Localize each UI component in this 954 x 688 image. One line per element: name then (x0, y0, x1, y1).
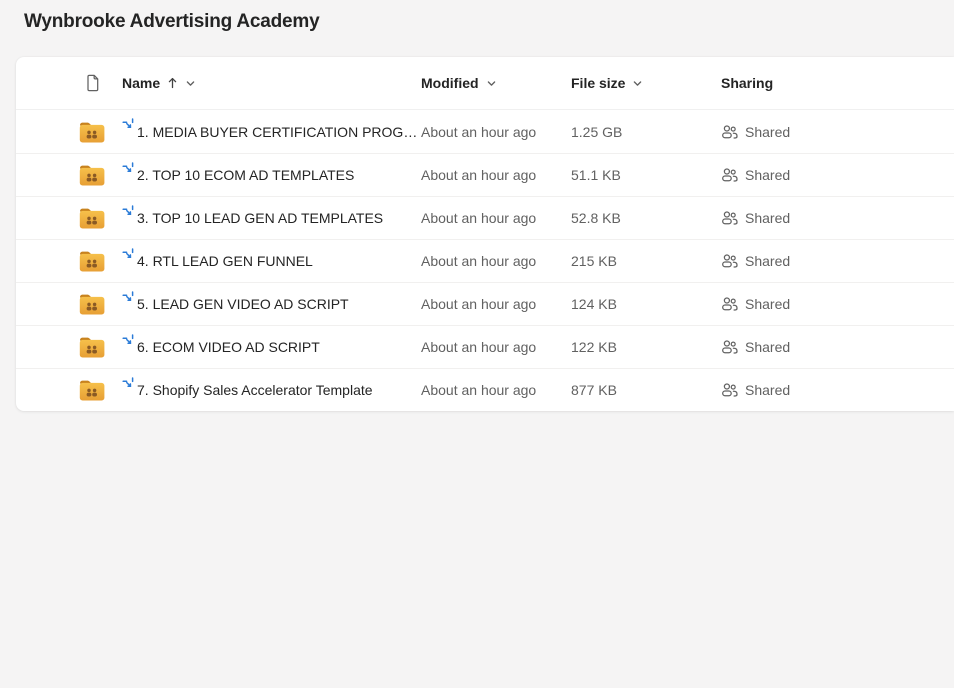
new-item-spark-icon (122, 204, 135, 218)
file-list-card: Name Modified File size (16, 57, 954, 411)
column-header-file-type[interactable] (16, 74, 122, 92)
column-header-file-size[interactable]: File size (571, 75, 721, 91)
chevron-down-icon (185, 78, 196, 89)
modified-cell: About an hour ago (421, 339, 537, 355)
file-name-cell[interactable]: 5. LEAD GEN VIDEO AD SCRIPT (122, 290, 421, 312)
file-name-link[interactable]: 6. ECOM VIDEO AD SCRIPT (137, 339, 320, 355)
file-name-link[interactable]: 1. MEDIA BUYER CERTIFICATION PROGRAM (137, 123, 421, 140)
table-row[interactable]: 3. TOP 10 LEAD GEN AD TEMPLATES About an… (16, 196, 954, 239)
shared-folder-icon (78, 335, 106, 359)
table-row[interactable]: 4. RTL LEAD GEN FUNNEL About an hour ago… (16, 239, 954, 282)
column-header-file-size-label: File size (571, 75, 626, 91)
column-header-modified-label: Modified (421, 75, 479, 91)
sharing-cell[interactable]: Shared (721, 296, 954, 312)
sharing-status-label: Shared (745, 382, 791, 398)
sharing-cell[interactable]: Shared (721, 124, 954, 140)
table-row[interactable]: 2. TOP 10 ECOM AD TEMPLATES About an hou… (16, 153, 954, 196)
column-header-sharing-label: Sharing (721, 75, 774, 91)
modified-cell: About an hour ago (421, 253, 537, 269)
column-header-name[interactable]: Name (122, 75, 421, 91)
modified-cell: About an hour ago (421, 296, 537, 312)
table-row[interactable]: 5. LEAD GEN VIDEO AD SCRIPT About an hou… (16, 282, 954, 325)
file-name-cell[interactable]: 7. Shopify Sales Accelerator Template (122, 376, 421, 398)
shared-folder-icon (78, 120, 106, 144)
chevron-down-icon (632, 78, 643, 89)
row-icon-cell (16, 335, 122, 359)
people-icon (721, 296, 738, 312)
sharing-status-label: Shared (745, 210, 791, 226)
modified-cell: About an hour ago (421, 167, 537, 183)
file-size-cell: 215 KB (571, 253, 617, 269)
shared-folder-icon (78, 378, 106, 402)
column-header-name-label: Name (122, 75, 161, 91)
row-icon-cell (16, 292, 122, 316)
new-item-spark-icon (122, 118, 135, 131)
file-size-cell: 1.25 GB (571, 123, 623, 140)
file-name-cell[interactable]: 6. ECOM VIDEO AD SCRIPT (122, 333, 421, 355)
chevron-down-icon (486, 78, 497, 89)
column-header-modified[interactable]: Modified (421, 75, 571, 91)
file-name-link[interactable]: 2. TOP 10 ECOM AD TEMPLATES (137, 167, 355, 183)
sharing-status-label: Shared (745, 253, 791, 269)
people-icon (721, 167, 738, 183)
new-item-spark-icon (122, 161, 135, 175)
shared-folder-icon (78, 249, 106, 273)
row-icon-cell (16, 163, 122, 187)
new-item-spark-icon (122, 290, 135, 304)
sharing-cell[interactable]: Shared (721, 382, 954, 398)
new-item-spark-icon (122, 376, 135, 390)
modified-cell: About an hour ago (421, 382, 537, 398)
file-name-link[interactable]: 7. Shopify Sales Accelerator Template (137, 382, 373, 398)
row-icon-cell (16, 249, 122, 273)
sharing-cell[interactable]: Shared (721, 253, 954, 269)
sharing-cell[interactable]: Shared (721, 210, 954, 226)
file-size-cell: 877 KB (571, 382, 617, 398)
file-size-cell: 124 KB (571, 296, 617, 312)
row-icon-cell (16, 120, 122, 144)
file-name-cell[interactable]: 1. MEDIA BUYER CERTIFICATION PROGRAM (122, 118, 421, 140)
file-size-cell: 51.1 KB (571, 167, 621, 183)
document-icon (78, 74, 106, 92)
new-item-spark-icon (122, 333, 135, 347)
file-name-cell[interactable]: 3. TOP 10 LEAD GEN AD TEMPLATES (122, 204, 421, 226)
sharing-status-label: Shared (745, 339, 791, 355)
column-header-sharing[interactable]: Sharing (721, 75, 954, 91)
row-icon-cell (16, 206, 122, 230)
table-row[interactable]: 6. ECOM VIDEO AD SCRIPT About an hour ag… (16, 325, 954, 368)
shared-folder-icon (78, 292, 106, 316)
file-name-cell[interactable]: 2. TOP 10 ECOM AD TEMPLATES (122, 161, 421, 183)
shared-folder-icon (78, 163, 106, 187)
table-row[interactable]: 1. MEDIA BUYER CERTIFICATION PROGRAM Abo… (16, 110, 954, 153)
page-title: Wynbrooke Advertising Academy (24, 11, 320, 32)
arrow-up-icon (167, 77, 178, 89)
sharing-cell[interactable]: Shared (721, 167, 954, 183)
people-icon (721, 124, 738, 140)
file-name-cell[interactable]: 4. RTL LEAD GEN FUNNEL (122, 247, 421, 269)
file-name-link[interactable]: 3. TOP 10 LEAD GEN AD TEMPLATES (137, 210, 384, 226)
modified-cell: About an hour ago (421, 210, 537, 226)
people-icon (721, 210, 738, 226)
sharing-cell[interactable]: Shared (721, 339, 954, 355)
file-name-link[interactable]: 5. LEAD GEN VIDEO AD SCRIPT (137, 296, 349, 312)
new-item-spark-icon (122, 247, 135, 261)
table-row[interactable]: 7. Shopify Sales Accelerator Template Ab… (16, 368, 954, 411)
people-icon (721, 253, 738, 269)
modified-cell: About an hour ago (421, 123, 537, 140)
file-size-cell: 122 KB (571, 339, 617, 355)
shared-folder-icon (78, 206, 106, 230)
sharing-status-label: Shared (745, 167, 791, 183)
row-icon-cell (16, 378, 122, 402)
people-icon (721, 382, 738, 398)
table-body: 1. MEDIA BUYER CERTIFICATION PROGRAM Abo… (16, 110, 954, 411)
people-icon (721, 339, 738, 355)
file-name-link[interactable]: 4. RTL LEAD GEN FUNNEL (137, 253, 313, 269)
sharing-status-label: Shared (745, 123, 791, 140)
sharing-status-label: Shared (745, 296, 791, 312)
file-size-cell: 52.8 KB (571, 210, 621, 226)
table-header-row: Name Modified File size (16, 57, 954, 110)
